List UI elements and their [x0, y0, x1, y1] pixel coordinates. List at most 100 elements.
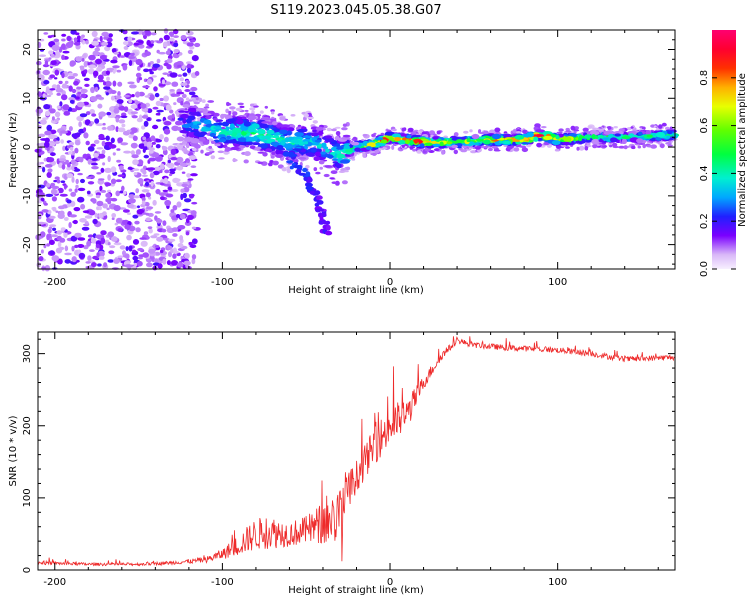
spectrogram-noise-mark [62, 50, 70, 54]
spectrogram-noise-mark [116, 99, 124, 104]
spectrogram-noise-mark [155, 100, 162, 107]
spectrogram-noise-mark [115, 190, 120, 197]
spectrogram-ridge-mark [374, 137, 384, 141]
spectrogram-noise-mark [54, 51, 60, 57]
spectrogram-noise-mark [90, 143, 96, 147]
spectrogram-noise-mark [64, 259, 71, 264]
spectrogram-noise-mark [153, 86, 158, 92]
spectrogram-noise-mark [103, 86, 111, 90]
spectrogram-halo-mark [658, 124, 663, 129]
spectrogram-halo-mark [494, 127, 501, 133]
spectrogram-ridge-mark [321, 142, 327, 148]
spectrogram-noise-mark [106, 207, 110, 211]
spectrogram-noise-mark [61, 33, 67, 37]
spectrogram-noise-mark [139, 237, 147, 240]
spectrogram-noise-mark [87, 255, 92, 262]
spectrogram-noise-mark [190, 39, 196, 42]
colorbar-gradient [712, 30, 736, 269]
spectrogram-noise-mark [186, 67, 192, 73]
spectrogram-noise-mark [169, 173, 173, 177]
spectrogram-ridge-mark [244, 141, 254, 146]
spectrogram-noise-mark [97, 103, 103, 109]
spectrogram-noise-mark [144, 146, 148, 151]
spectrogram-noise-mark [39, 54, 46, 57]
spectrogram-halo-mark [259, 110, 264, 114]
spectrogram-noise-mark [43, 32, 49, 35]
spectrogram-noise-mark [141, 115, 149, 119]
spectrogram-ridge-mark [298, 141, 303, 146]
spectrogram-noise-mark [95, 194, 101, 199]
spectrogram-halo-mark [303, 113, 309, 118]
spectrogram-noise-mark [75, 96, 80, 100]
spectrogram-halo-mark [272, 160, 279, 166]
spectrogram-halo-mark [665, 126, 670, 131]
spectrogram-noise-mark [104, 167, 112, 173]
spectrogram-halo-mark [463, 130, 469, 134]
spectrogram-noise-mark [42, 93, 46, 99]
spectrogram-noise-mark [54, 77, 58, 80]
spectrogram-noise-mark [87, 146, 95, 152]
spectrogram-halo-mark [401, 144, 405, 148]
spectrogram-noise-mark [79, 218, 87, 223]
spectrogram-noise-mark [117, 91, 121, 97]
spectrogram-ridge-mark [591, 138, 600, 145]
spectrogram-noise-mark [96, 252, 100, 258]
spectrogram-noise-mark [162, 146, 168, 151]
spectrogram-noise-mark [163, 128, 171, 135]
spectrogram-noise-mark [68, 97, 76, 101]
spectrogram-noise-mark [152, 124, 159, 130]
spectrogram-noise-mark [104, 182, 112, 187]
spectrogram-noise-mark [186, 173, 192, 178]
spectrogram-noise-mark [105, 70, 110, 76]
spectrogram-noise-mark [170, 260, 179, 266]
spectrogram-halo-mark [436, 130, 441, 135]
spectrogram-noise-mark [117, 81, 123, 87]
spectrogram-noise-mark [105, 135, 110, 141]
spectrogram-noise-mark [44, 141, 50, 148]
spectrogram-y-tick-label: 0 [22, 144, 33, 150]
spectrogram-halo-mark [630, 126, 634, 129]
spectrogram-ridge-mark [339, 159, 350, 164]
spectrogram-noise-mark [137, 40, 144, 44]
spectrogram-halo-mark [244, 151, 251, 157]
spectrogram-noise-mark [148, 147, 155, 152]
spectrogram-ridge-mark [345, 149, 354, 153]
spectrogram-halo-mark [205, 103, 210, 108]
spectrogram-branch-mark [317, 208, 325, 212]
spectrogram-noise-mark [39, 161, 45, 165]
spectrogram-noise-mark [110, 95, 115, 101]
spectrogram-noise-mark [137, 178, 144, 185]
spectrogram-noise-mark [47, 228, 52, 234]
spectrogram-noise-mark [82, 210, 91, 214]
spectrogram-noise-mark [172, 247, 177, 253]
spectrogram-halo-mark [181, 147, 188, 153]
spectrogram-ridge-mark [555, 135, 560, 140]
spectrogram-halo-mark [329, 177, 335, 180]
spectrogram-noise-mark [144, 51, 152, 57]
spectrogram-noise-mark [51, 196, 58, 202]
spectrogram-noise-mark [141, 107, 148, 112]
spectrogram-noise-mark [71, 88, 77, 94]
spectrogram-noise-mark [109, 245, 116, 249]
spectrogram-ridge-mark [176, 136, 185, 142]
spectrogram-halo-mark [460, 149, 468, 153]
spectrogram-noise-mark [106, 37, 113, 43]
spectrogram-noise-mark [80, 88, 88, 94]
spectrogram-ridge-mark [343, 145, 350, 150]
spectrogram-noise-mark [143, 154, 149, 159]
spectrogram-noise-mark [147, 62, 151, 67]
spectrogram-noise-mark [123, 150, 132, 154]
spectrogram-x-tick-label: 100 [548, 277, 567, 288]
spectrogram-noise-mark [77, 91, 82, 95]
spectrogram-noise-mark [38, 133, 46, 138]
spectrogram-halo-mark [235, 107, 243, 112]
spectrogram-noise-mark [42, 166, 46, 173]
spectrogram-noise-mark [188, 155, 197, 161]
spectrogram-noise-mark [54, 69, 60, 76]
spectrogram-halo-mark [330, 170, 338, 175]
spectrogram-noise-mark [102, 203, 108, 209]
spectrogram-noise-mark [141, 125, 146, 130]
spectrogram-noise-mark [172, 233, 178, 237]
spectrogram-noise-mark [101, 149, 106, 155]
spectrogram-noise-mark [55, 247, 63, 254]
